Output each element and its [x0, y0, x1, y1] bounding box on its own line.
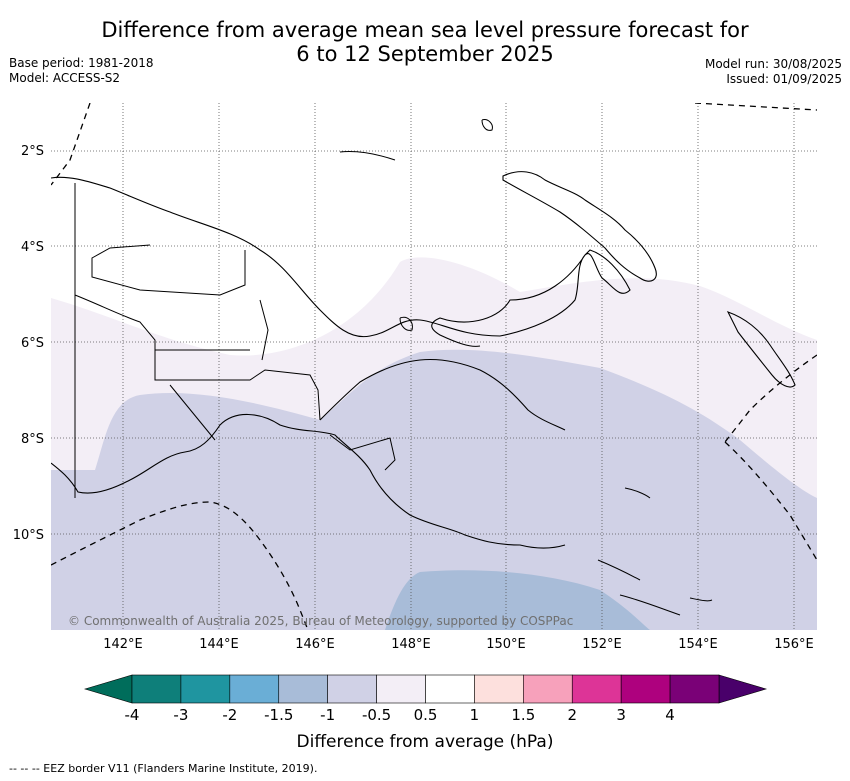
lat-tick-6s: 6°S	[21, 336, 44, 351]
lon-tick-142: 142°E	[103, 637, 143, 652]
colorbar-tick-label: -0.5	[362, 706, 391, 724]
colorbar-tick-labels: -4 -3 -2 -1.5 -1 -0.5 0.5 1 1.5 2 3 4	[125, 706, 675, 724]
colorbar-segment	[229, 674, 280, 704]
model-run: Model run: 30/08/2025	[704, 57, 842, 71]
colorbar-tick-label: 1	[470, 706, 480, 724]
base-period: Base period: 1981-2018	[9, 56, 154, 70]
colorbar-tick-label: 0.5	[414, 706, 438, 724]
colorbar-segment	[669, 674, 720, 704]
eez-border	[51, 103, 817, 630]
lon-tick-150: 150°E	[486, 637, 526, 652]
bougainville	[726, 311, 796, 388]
colorbar-segment	[278, 674, 328, 704]
copyright-notice: © Commonwealth of Australia 2025, Bureau…	[68, 614, 574, 628]
colorbar-min-arrow	[83, 674, 133, 704]
anomaly-region-mid	[51, 349, 817, 630]
colorbar: -4 -3 -2 -1.5 -1 -0.5 0.5 1 1.5 2 3 4 Difference fr…	[83, 674, 768, 752]
eez-footnote: -- -- -- EEZ border V11 (Flanders Marine…	[9, 762, 318, 775]
graticule	[51, 103, 817, 630]
borders	[74, 183, 396, 498]
colorbar-title: Difference from average (hPa)	[297, 732, 554, 752]
title-line-1: Difference from average mean sea level p…	[101, 18, 749, 42]
new-guinea-coastline	[51, 176, 631, 347]
colorbar-segment	[180, 674, 231, 704]
map-title: Difference from average mean sea level p…	[0, 18, 850, 66]
model-name: Model: ACCESS-S2	[9, 71, 121, 85]
colorbar-segment	[474, 674, 524, 704]
lat-tick-10s: 10°S	[13, 528, 44, 543]
issued-date: Issued: 01/09/2025	[726, 72, 842, 86]
colorbar-segments	[131, 674, 720, 704]
lon-tick-152: 152°E	[582, 637, 622, 652]
meta-right: Model run: 30/08/2025 Issued: 01/09/2025	[705, 57, 842, 87]
colorbar-segment	[571, 674, 622, 704]
papua-peninsula	[319, 358, 566, 431]
new-britain	[502, 171, 657, 282]
lon-tick-146: 146°E	[295, 637, 335, 652]
map-panel	[51, 103, 817, 630]
lon-tick-156: 156°E	[774, 637, 814, 652]
colorbar-tick-label: 2	[567, 706, 577, 724]
islands-east	[339, 119, 713, 616]
colorbar-tick-label: -1	[320, 706, 335, 724]
colorbar-tick-label: 1.5	[511, 706, 535, 724]
title-line-2: 6 to 12 September 2025	[296, 42, 554, 66]
colorbar-max-arrow	[718, 674, 768, 704]
colorbar-segment	[327, 674, 377, 704]
lon-tick-148: 148°E	[391, 637, 431, 652]
axis-labels: 142°E 144°E 146°E 148°E 150°E 152°E 154°…	[13, 144, 814, 652]
colorbar-tick-label: 4	[665, 706, 675, 724]
colorbar-segment	[425, 674, 475, 704]
lat-tick-2s: 2°S	[21, 144, 44, 159]
colorbar-segment	[523, 674, 573, 704]
colorbar-segment	[376, 674, 426, 704]
colorbar-tick-label: -1.5	[264, 706, 293, 724]
papua-south-coast	[51, 413, 566, 549]
colorbar-tick-label: -3	[173, 706, 188, 724]
anomaly-region-dark	[385, 570, 650, 630]
lat-tick-8s: 8°S	[21, 432, 44, 447]
lon-tick-144: 144°E	[199, 637, 239, 652]
colorbar-segment	[131, 674, 182, 704]
colorbar-tick-label: -4	[125, 706, 140, 724]
lat-tick-4s: 4°S	[21, 240, 44, 255]
colorbar-tick-label: -2	[222, 706, 237, 724]
meta-left: Base period: 1981-2018 Model: ACCESS-S2	[9, 56, 154, 86]
colorbar-tick-label: 3	[616, 706, 626, 724]
colorbar-segment	[620, 674, 671, 704]
lon-tick-154: 154°E	[678, 637, 718, 652]
